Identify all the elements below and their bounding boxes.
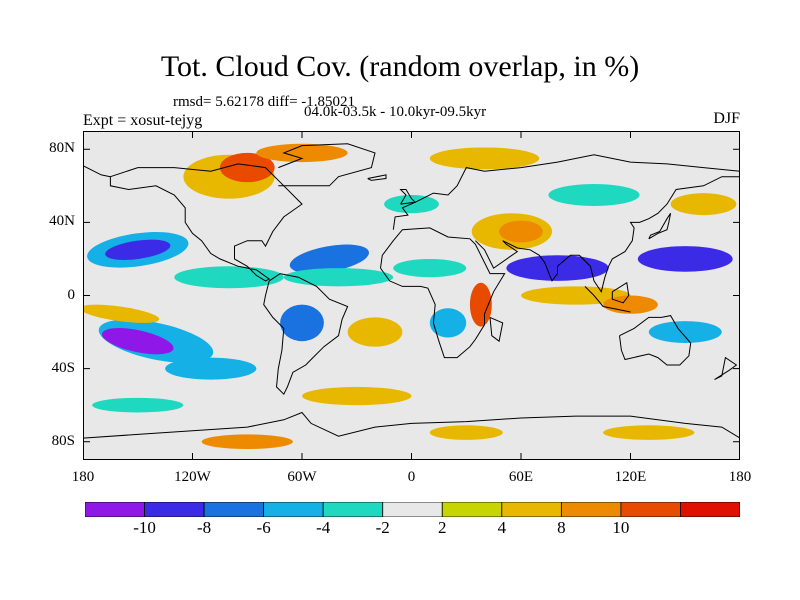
contour-region — [105, 239, 171, 260]
coastline — [399, 189, 417, 205]
coastline — [367, 174, 387, 181]
contour-region — [347, 317, 403, 347]
x-tick-label: 60W — [287, 469, 317, 485]
colorbar-label: 2 — [438, 518, 447, 537]
colorbar-label: 10 — [612, 518, 630, 537]
x-tick-label: 0 — [407, 469, 416, 485]
contour-region — [548, 184, 640, 206]
x-tick-label: 120W — [174, 469, 211, 485]
contour-region — [603, 425, 695, 440]
colorbar-swatch — [322, 502, 384, 517]
contour-region — [670, 193, 737, 216]
x-tick-label: 60E — [508, 469, 534, 485]
coastline — [278, 143, 376, 187]
contour-region — [92, 397, 184, 413]
colorbar-label: -8 — [196, 518, 212, 537]
colorbar-swatch — [501, 502, 562, 517]
coastline — [83, 165, 111, 178]
coastlines — [83, 143, 740, 439]
coastline — [619, 315, 692, 366]
colorbar-swatch — [382, 502, 443, 517]
contour-region — [201, 434, 293, 450]
contour-region — [83, 304, 160, 323]
coastline — [648, 213, 672, 240]
contour-region — [648, 321, 722, 344]
contour-region — [280, 304, 324, 342]
period-label: 04.0k-03.5k - 10.0kyr-09.5kyr — [304, 104, 487, 120]
coastline — [380, 227, 506, 359]
axis-ticks — [83, 131, 740, 460]
chart-title: Tot. Cloud Cov. (random overlap, in %) — [160, 50, 640, 83]
y-tick-label: 80N — [49, 140, 75, 157]
coastline — [611, 281, 630, 304]
contour-region — [499, 220, 543, 243]
map-background — [83, 131, 740, 460]
coastline — [263, 273, 349, 396]
colorbar-label: -2 — [375, 518, 390, 537]
contour-region — [393, 258, 467, 278]
rmsd-diff-stats: rmsd= 5.62178 diff= -1.85021 — [173, 94, 356, 110]
colorbar-swatch — [263, 502, 324, 517]
experiment-label: Expt = xosut-tejyg — [83, 112, 203, 129]
x-tick-label: 180 — [728, 469, 752, 485]
colorbar-label: -4 — [316, 518, 331, 537]
contour-region — [429, 147, 540, 170]
contour-region — [603, 295, 658, 314]
colorbar-label: 8 — [557, 518, 566, 537]
colorbar-swatch — [203, 502, 265, 517]
colorbar-swatch — [560, 502, 622, 517]
contour-region — [289, 244, 369, 274]
colorbar-swatch — [620, 502, 681, 517]
contour-region — [302, 386, 412, 406]
y-tick-label: 0 — [67, 286, 76, 303]
x-tick-label: 180 — [71, 469, 95, 485]
colorbar-label: -10 — [133, 518, 156, 537]
coastline — [392, 154, 740, 230]
contour-region — [174, 266, 284, 289]
contour-region — [165, 357, 257, 380]
x-tick-label: 120E — [614, 469, 647, 485]
contour-region — [521, 286, 631, 305]
colorbar-swatch — [441, 502, 503, 517]
coastline — [489, 316, 504, 343]
coastline — [584, 286, 631, 313]
colorbar — [85, 502, 740, 517]
coastline — [109, 163, 303, 282]
contour-region — [101, 328, 174, 355]
colorbar-swatch — [144, 502, 205, 517]
y-tick-label: 40S — [51, 359, 75, 376]
difference-map — [83, 131, 740, 460]
colorbar-swatch — [85, 502, 145, 517]
contour-region — [637, 246, 733, 272]
contour-region — [469, 282, 492, 327]
map-panel — [83, 131, 740, 460]
colorbar-swatch — [680, 502, 740, 517]
coastline — [83, 411, 740, 439]
season-label: DJF — [713, 110, 740, 127]
colorbar-label: -6 — [256, 518, 271, 537]
contour-region — [219, 152, 275, 183]
coastline — [475, 176, 740, 294]
y-tick-label: 80S — [51, 432, 75, 449]
colorbar-label: 4 — [497, 518, 507, 537]
y-tick-label: 40N — [49, 213, 75, 230]
contour-region — [429, 425, 503, 440]
contour-region — [283, 268, 394, 287]
coastline — [714, 356, 738, 381]
contour-region — [429, 308, 467, 338]
contour-region — [256, 143, 348, 163]
